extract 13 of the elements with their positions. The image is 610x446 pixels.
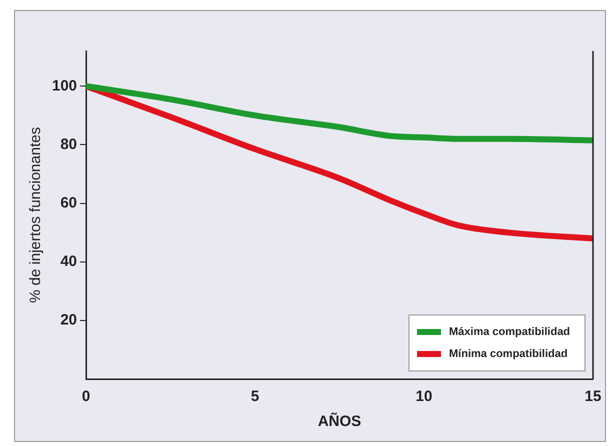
x-tick-label: 10: [416, 388, 432, 406]
x-tick-label: 0: [82, 388, 90, 406]
y-tick-label: 80: [60, 136, 78, 153]
y-tick-label: 100: [52, 77, 78, 94]
y-tick-label: 60: [60, 194, 78, 212]
x-axis-title: AÑOS: [318, 412, 362, 430]
legend-label: Máxima compatibilidad: [449, 326, 570, 338]
y-axis-title: % de injertos funcionantes: [27, 127, 44, 303]
y-tick-label: 20: [60, 312, 78, 329]
x-tick-label: 5: [250, 388, 260, 406]
y-tick-label: 40: [60, 253, 78, 270]
x-tick-label: 15: [584, 388, 602, 406]
legend-label: Mínima compatibilidad: [449, 348, 568, 360]
